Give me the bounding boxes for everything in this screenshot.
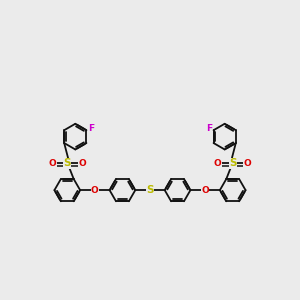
Text: F: F	[206, 124, 212, 134]
Text: O: O	[78, 159, 86, 168]
Text: O: O	[48, 159, 56, 168]
Text: S: S	[229, 158, 236, 168]
Text: S: S	[146, 185, 154, 195]
Text: O: O	[244, 159, 252, 168]
Text: F: F	[88, 124, 94, 134]
Text: O: O	[91, 186, 99, 195]
Text: O: O	[214, 159, 222, 168]
Text: S: S	[64, 158, 71, 168]
Text: O: O	[201, 186, 209, 195]
